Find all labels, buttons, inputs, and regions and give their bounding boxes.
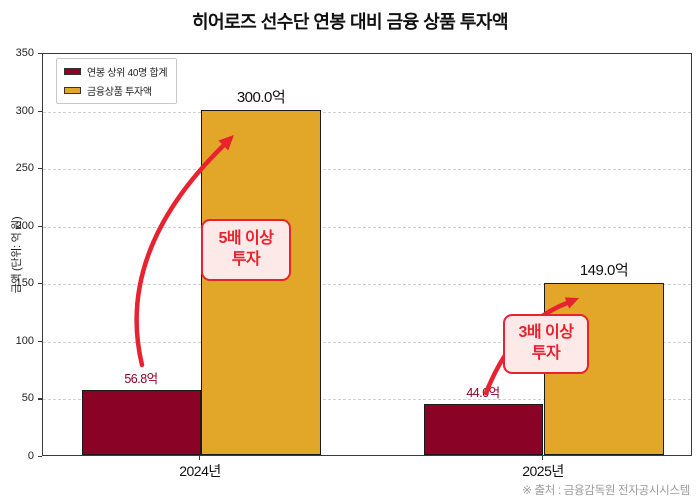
legend-label-salary: 연봉 상위 40명 합계: [87, 68, 168, 79]
bar-2024-salary: [82, 389, 201, 455]
value-label-2025-salary: 44.0억: [466, 386, 500, 401]
x-tickmark-2024: [199, 456, 201, 460]
callout-2024-5x: 5배 이상 투자: [201, 219, 291, 281]
source-note: ※ 출처 : 금융감독원 전자공시시스템: [522, 485, 690, 497]
x-tick-label-2025: 2025년: [522, 463, 564, 479]
arrow-2024-curve: [134, 143, 226, 368]
legend-label-investment: 금융상품 투자액: [87, 87, 152, 98]
bar-2024-investment: [201, 109, 321, 455]
y-axis-label: 금액 (단위: 억 원): [11, 216, 23, 294]
plot-area: 56.8억 300.0억 44.0억 149.0억 5배 이상 투자 3배 이상…: [42, 53, 692, 456]
y-tickmark: [38, 283, 42, 285]
y-tick-label: 250: [15, 162, 34, 175]
y-tick-label: 50: [21, 392, 34, 405]
value-label-2025-investment: 149.0억: [579, 262, 629, 280]
y-tickmark: [38, 225, 42, 227]
y-tick-label: 100: [15, 334, 34, 347]
x-tick-label-2024: 2024년: [179, 463, 221, 479]
legend-swatch-investment-icon: [64, 87, 81, 94]
arrow-2024-head-icon: [218, 135, 234, 151]
legend-swatch-salary-icon: [64, 68, 81, 75]
y-tickmark: [38, 398, 42, 400]
legend-item-investment: 금융상품 투자액: [64, 83, 167, 98]
y-tick-label: 350: [15, 47, 34, 59]
y-tick-label: 0: [27, 450, 34, 462]
gridline: [43, 226, 691, 228]
y-tickmark: [38, 110, 42, 112]
callout-2025-3x: 3배 이상 투자: [503, 314, 589, 374]
value-label-2024-salary: 56.8억: [124, 371, 158, 386]
arrow-2025-head-icon: [564, 297, 579, 309]
legend: 연봉 상위 40명 합계 금융상품 투자액: [56, 58, 178, 104]
x-tickmark-2025: [542, 456, 544, 460]
y-tickmark: [38, 53, 42, 55]
y-tickmark: [38, 456, 42, 458]
bar-2025-salary: [424, 404, 543, 455]
y-tick-label: 300: [15, 104, 34, 117]
y-tick-label: 150: [15, 277, 34, 290]
gridline: [43, 111, 691, 113]
gridline: [43, 399, 691, 401]
y-tick-label: 200: [15, 219, 34, 232]
y-tickmark: [38, 168, 42, 170]
y-tickmark: [38, 340, 42, 343]
annotation-arrows: [134, 135, 579, 396]
gridline: [43, 169, 691, 171]
legend-item-salary: 연봉 상위 40명 합계: [64, 64, 168, 79]
chart-title: 히어로즈 선수단 연봉 대비 금융 상품 투자액: [191, 12, 509, 32]
gridline: [43, 284, 691, 286]
gridline: [43, 341, 691, 343]
value-label-2024-investment: 300.0억: [236, 88, 286, 106]
